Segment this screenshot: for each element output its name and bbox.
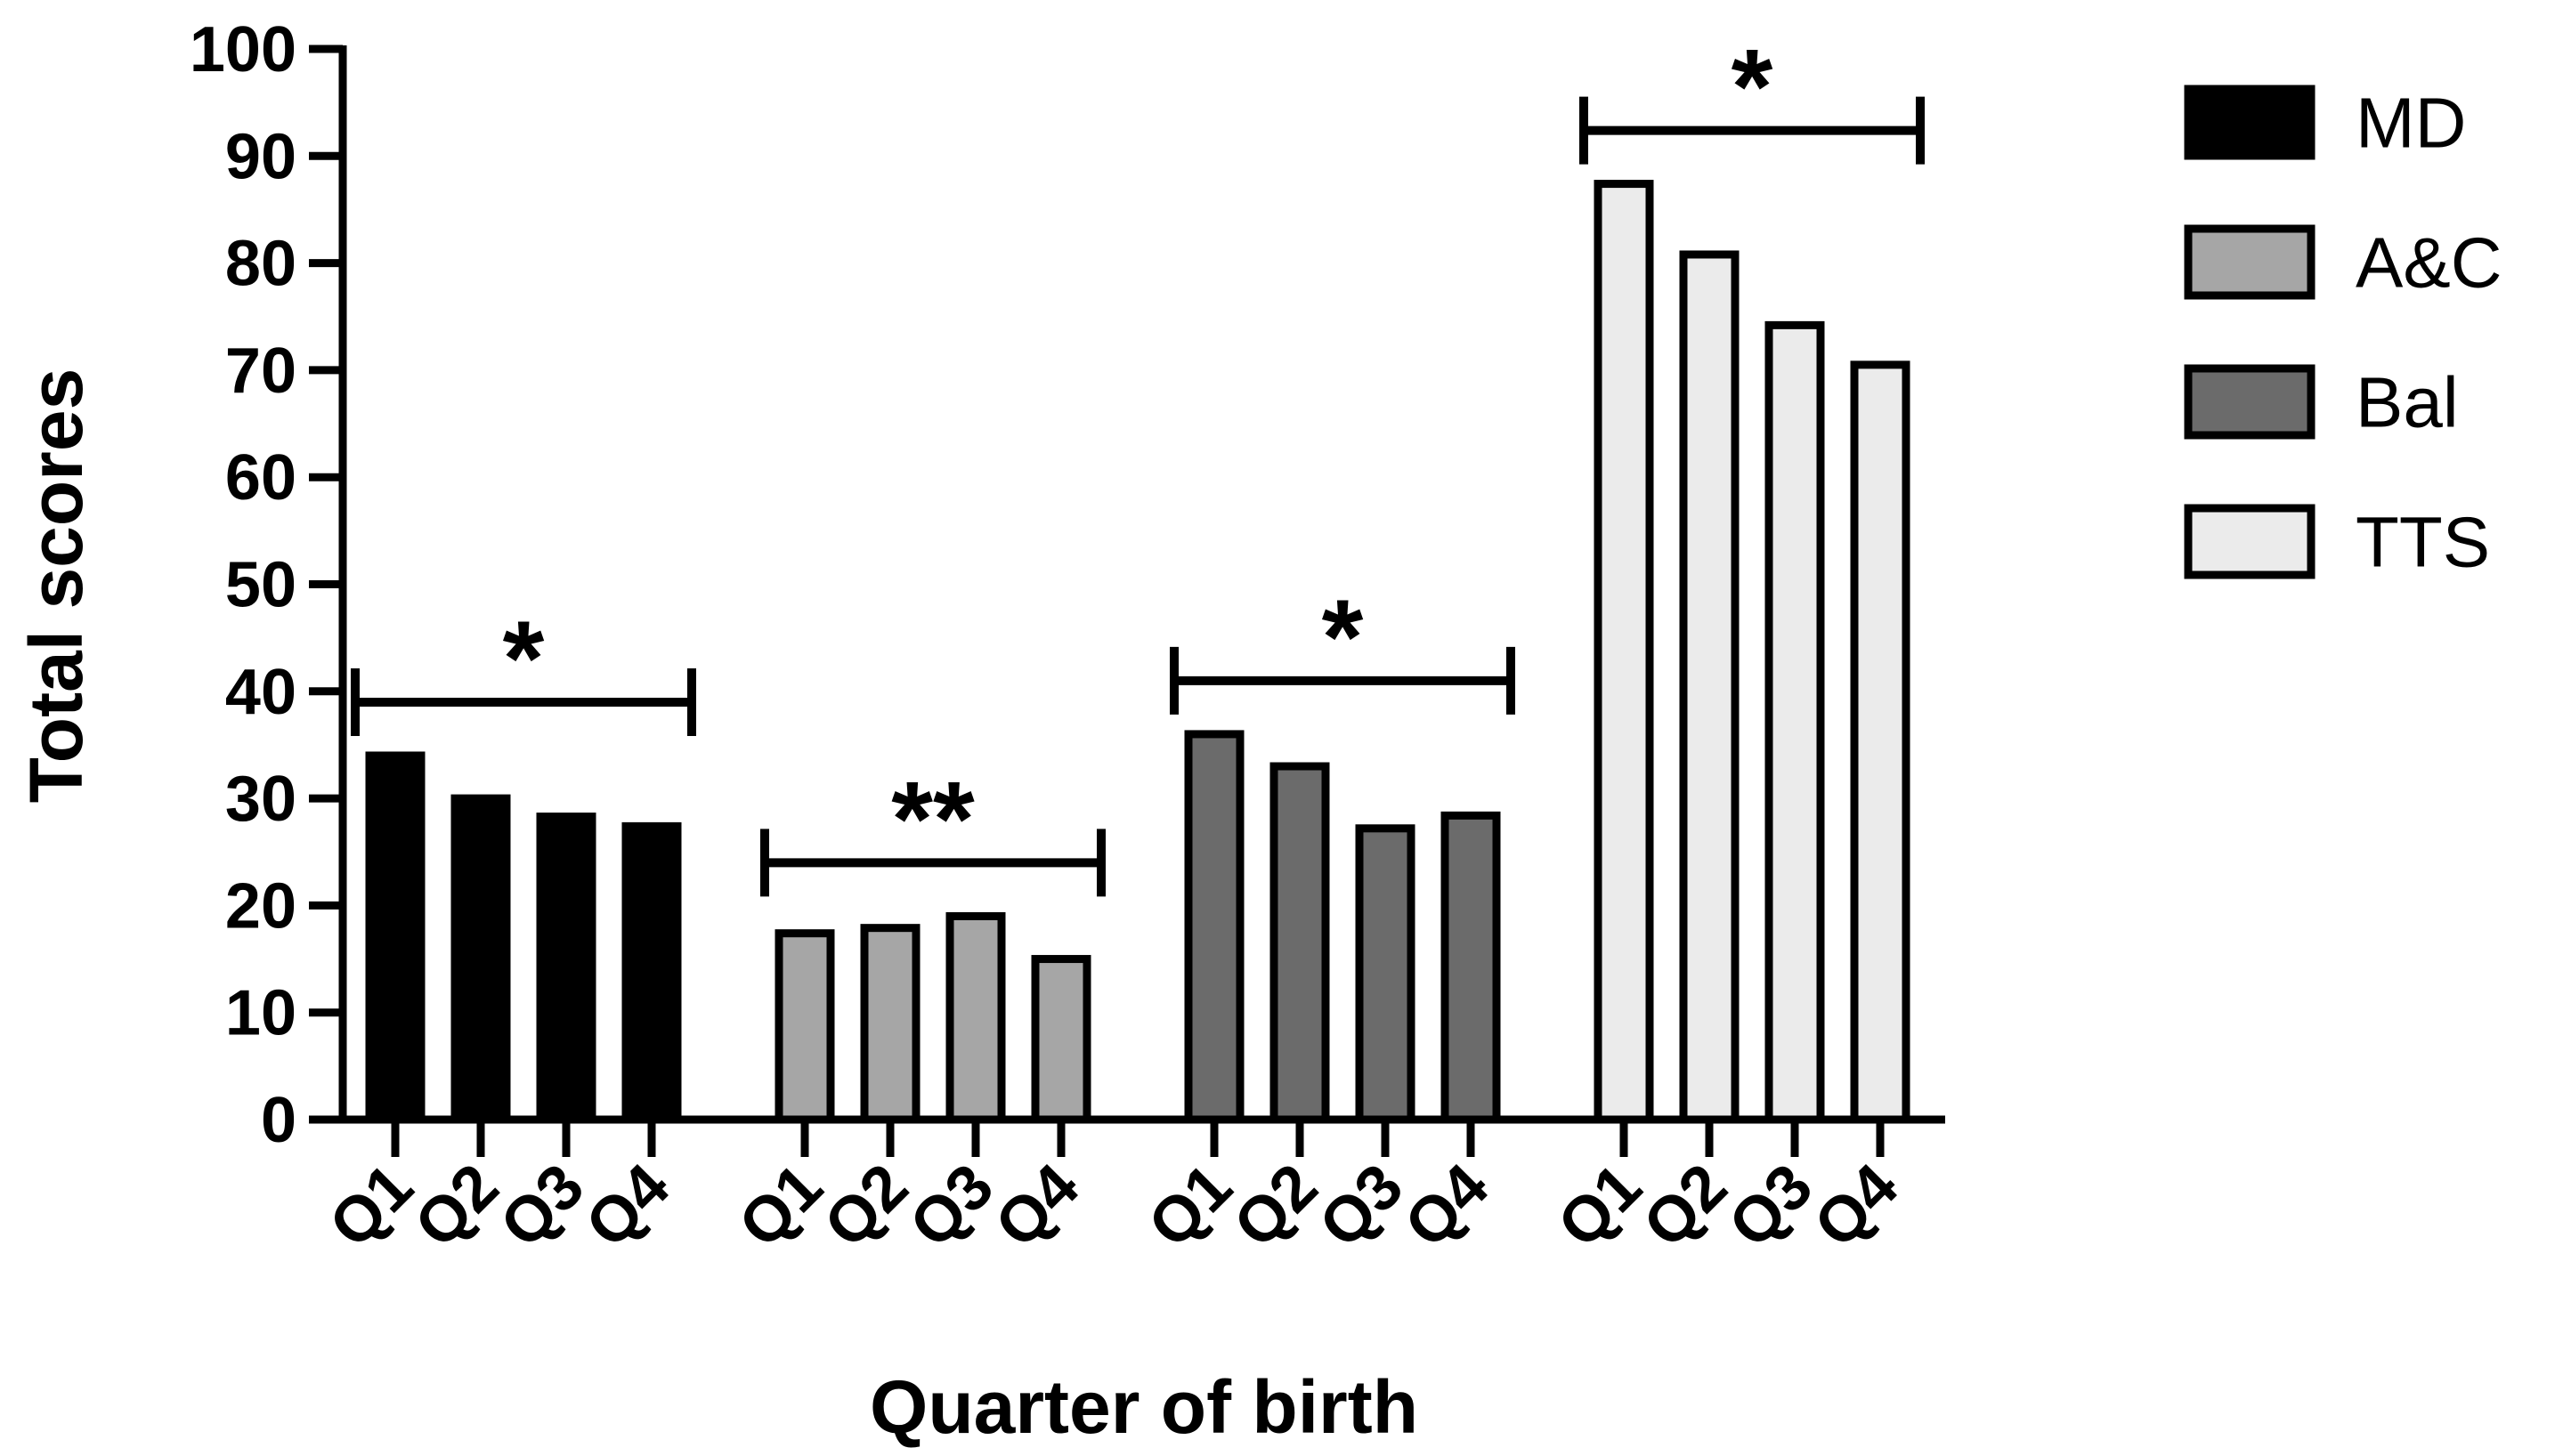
- x-tick-label: Q4: [1801, 1151, 1911, 1261]
- significance-label: *: [1322, 578, 1364, 697]
- y-tick-label: 60: [225, 442, 296, 514]
- significance-label: *: [1732, 28, 1773, 147]
- y-tick-label: 80: [225, 229, 296, 300]
- legend-swatch-md: [2184, 85, 2316, 160]
- legend-swatch-tts: [2184, 504, 2316, 579]
- bar-md-q1: [365, 751, 426, 1124]
- legend-swatch-bal: [2184, 364, 2316, 440]
- legend-swatch-ac: [2184, 224, 2316, 300]
- y-axis-title: Total scores: [14, 368, 98, 804]
- bar-ac-q2: [860, 924, 921, 1124]
- bar-bal-q1: [1184, 730, 1245, 1124]
- bar-md-q3: [536, 813, 596, 1124]
- legend-label-ac: A&C: [2356, 223, 2502, 303]
- x-tick-label: Q4: [982, 1151, 1092, 1261]
- y-tick-label: 40: [225, 657, 296, 728]
- bar-tts-q3: [1764, 320, 1825, 1124]
- bar-bal-q4: [1440, 811, 1501, 1124]
- y-tick-label: 70: [225, 336, 296, 407]
- legend-label-md: MD: [2356, 84, 2466, 163]
- bar-ac-q1: [775, 929, 835, 1124]
- bar-md-q4: [621, 821, 682, 1124]
- bar-bal-q3: [1355, 824, 1415, 1124]
- bar-tts-q4: [1850, 360, 1910, 1124]
- bar-tts-q2: [1679, 250, 1740, 1124]
- y-tick-label: 100: [190, 14, 296, 85]
- bar-bal-q2: [1269, 762, 1330, 1124]
- plot-area: 0102030405060708090100Q1Q2Q3Q4*Q1Q2Q3Q4*…: [190, 14, 1945, 1261]
- y-tick-label: 30: [225, 764, 296, 835]
- x-tick-label: Q4: [572, 1151, 683, 1261]
- legend-label-bal: Bal: [2356, 363, 2459, 442]
- x-tick-label: Q4: [1391, 1151, 1502, 1261]
- bar-ac-q4: [1031, 955, 1091, 1124]
- significance-label: *: [503, 599, 545, 718]
- bar-ac-q3: [945, 911, 1006, 1124]
- y-tick-label: 90: [225, 121, 296, 192]
- y-tick-label: 20: [225, 870, 296, 942]
- legend: MD A&C Bal TTS: [2184, 84, 2502, 582]
- y-tick-label: 0: [261, 1085, 296, 1156]
- y-tick-label: 10: [225, 978, 296, 1049]
- legend-label-tts: TTS: [2356, 503, 2490, 582]
- bar-md-q2: [450, 794, 511, 1124]
- y-tick-label: 50: [225, 550, 296, 621]
- x-axis-title: Quarter of birth: [870, 1365, 1418, 1449]
- bar-tts-q1: [1594, 180, 1654, 1124]
- significance-label: **: [891, 759, 975, 878]
